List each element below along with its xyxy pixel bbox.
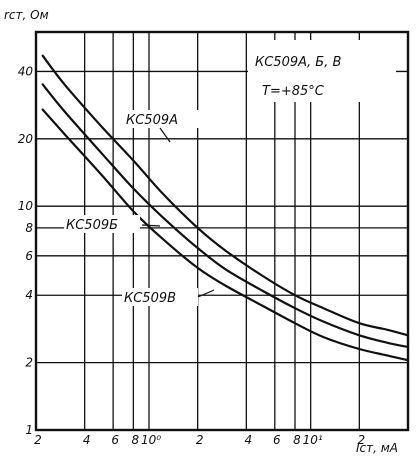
- y-tick-label: 4: [25, 288, 33, 302]
- series-leader-line: [159, 127, 171, 143]
- y-tick-label: 10: [18, 199, 34, 213]
- annotation-box: [248, 40, 396, 102]
- x-tick-label: 6: [273, 433, 281, 447]
- series-curve-3: [41, 108, 410, 362]
- labels: rст, Ом Iст, мА КС509А, Б, В T=+85°C: [4, 8, 398, 455]
- series-curve-1: [41, 54, 410, 337]
- y-axis-title: rст, Ом: [4, 8, 49, 22]
- series-label-bg: [122, 288, 198, 306]
- y-tick-label: 6: [25, 249, 33, 263]
- x-tick-label: 10⁰: [141, 433, 161, 447]
- series-label-2: КС509Б: [66, 218, 118, 233]
- curves: [41, 54, 410, 362]
- x-tick-label: 2: [196, 433, 204, 447]
- series-curve-2: [41, 83, 410, 348]
- annotation-line-1: КС509А, Б, В: [255, 55, 341, 70]
- series-leader-line: [197, 289, 215, 298]
- x-tick-label: 2: [358, 433, 366, 447]
- y-tick-label: 20: [18, 132, 34, 146]
- y-tick-label: 2: [25, 356, 33, 370]
- x-tick-label: 4: [245, 433, 253, 447]
- series-label-bg: [64, 215, 140, 233]
- series-leader-line: [141, 224, 161, 227]
- x-tick-label: 2: [34, 433, 42, 447]
- series-label-3: КС509В: [124, 291, 176, 306]
- plot-frame: [34, 30, 410, 432]
- x-tick-label: 10¹: [303, 433, 323, 447]
- series-label-bg: [124, 110, 200, 128]
- x-tick-label: 8: [293, 433, 301, 447]
- series-label-1: КС509А: [126, 113, 178, 128]
- x-tick-label: 6: [111, 433, 119, 447]
- x-tick-label: 8: [132, 433, 140, 447]
- series-labels: КС509А КС509Б КС509В: [64, 110, 215, 306]
- annotation-line-2: T=+85°C: [262, 84, 325, 99]
- x-tick-label: 4: [83, 433, 91, 447]
- y-tick-label: 8: [25, 221, 33, 235]
- y-tick-label: 40: [18, 64, 34, 78]
- y-tick-label: 1: [25, 423, 33, 437]
- x-axis-title: Iст, мА: [356, 441, 398, 455]
